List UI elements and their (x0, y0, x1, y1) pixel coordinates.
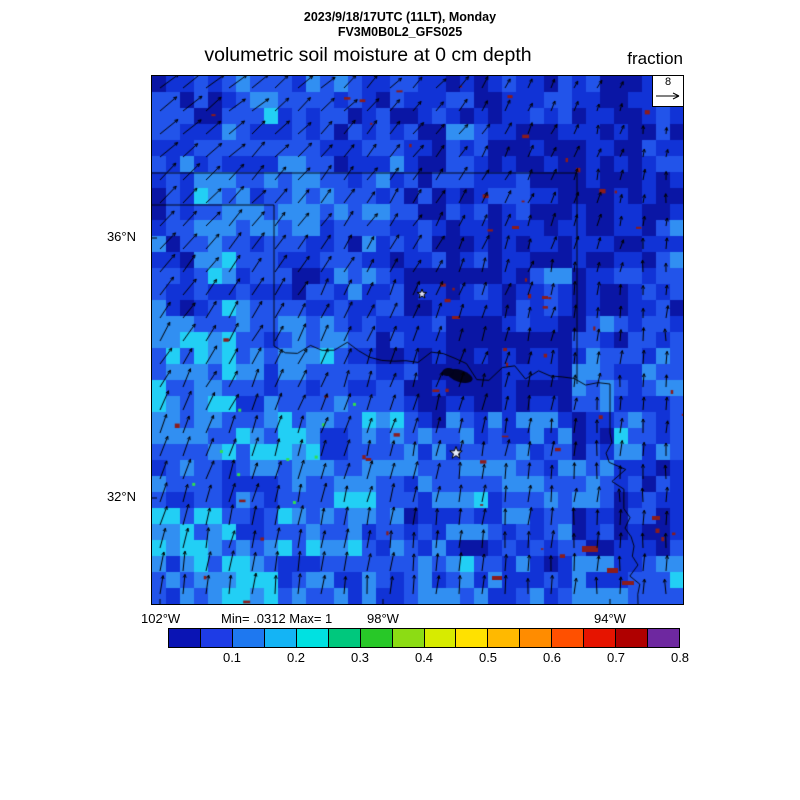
colorbar-tick-label: 0.4 (414, 650, 434, 665)
colorbar-tick-labels: 0.1 0.2 0.3 0.4 0.5 0.6 0.7 0.8 (168, 650, 689, 666)
colorbar-tick-label: 0.2 (286, 650, 306, 665)
model-header: FV3M0B0L2_GFS025 (337, 25, 463, 39)
colorbar-tick-label: 0.7 (606, 650, 626, 665)
colorbar-cell (169, 629, 201, 647)
min-max-stats-label: Min= .0312 Max= 1 (221, 611, 333, 626)
soil-moisture-map-canvas (152, 76, 683, 604)
colorbar-tick-label: 0.5 (478, 650, 498, 665)
colorbar-cell (328, 629, 361, 647)
plot-title: volumetric soil moisture at 0 cm depth (204, 44, 532, 66)
colorbar-tick-label: 0.8 (670, 650, 690, 665)
colorbar-cell (648, 629, 679, 647)
colorbar-tick-label: 0.1 (222, 650, 242, 665)
lon-tick-label-98w: 98°W (367, 611, 399, 626)
colorbar-cell (488, 629, 521, 647)
colorbar (168, 628, 680, 648)
reference-vector-value: 8 (664, 76, 672, 88)
lon-tick-label-102w: 102°W (141, 611, 181, 626)
colorbar-cell (616, 629, 649, 647)
lon-tick-label-94w: 94°W (594, 611, 626, 626)
lat-tick-label-32n: 32°N (106, 489, 136, 504)
lat-tick-label-36n: 36°N (106, 229, 136, 244)
datetime-header: 2023/9/18/17UTC (11LT), Monday (303, 10, 497, 24)
colorbar-cell (392, 629, 425, 647)
colorbar-tick-label: 0.3 (350, 650, 370, 665)
colorbar-cell (296, 629, 329, 647)
colorbar-cell (424, 629, 457, 647)
colorbar-cell (264, 629, 297, 647)
reference-vector-arrow-icon (656, 92, 680, 100)
units-label: fraction (627, 49, 683, 68)
colorbar-tick-label: 0.6 (542, 650, 562, 665)
colorbar-cell (200, 629, 233, 647)
colorbar-cell (232, 629, 265, 647)
reference-vector-box: 8 (652, 76, 683, 107)
colorbar-cell (552, 629, 585, 647)
colorbar-cell (520, 629, 553, 647)
colorbar-cell (360, 629, 393, 647)
colorbar-cell (584, 629, 617, 647)
colorbar-cell (456, 629, 489, 647)
map-plot-area: 8 (151, 75, 684, 605)
